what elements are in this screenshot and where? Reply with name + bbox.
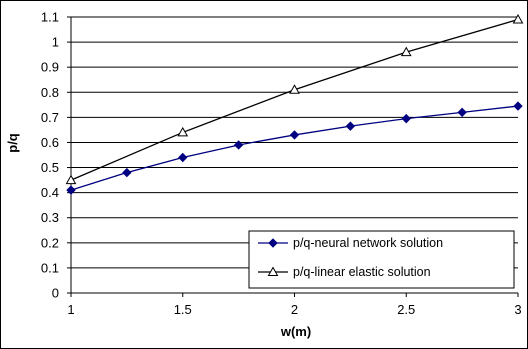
- y-tick-label: 0.3: [41, 210, 59, 225]
- data-point-diamond: [66, 185, 76, 195]
- data-point-triangle: [512, 13, 524, 24]
- y-tick-label: 0.8: [41, 85, 59, 100]
- legend-box: [248, 230, 515, 289]
- y-tick-labels: 0 0.1 0.2 0.3 0.4 0.5 0.6 0.7 0.8 0.9 1 1.1: [41, 10, 59, 301]
- legend-marker-series-2: [267, 266, 279, 276]
- legend-label-series-2: p/q-linear elastic solution: [293, 265, 431, 279]
- y-tick-label: 0: [52, 286, 59, 301]
- data-point-diamond: [513, 101, 523, 111]
- legend-label-series-1: p/q-neural network solution: [293, 236, 443, 250]
- x-tick-label: 3: [514, 302, 521, 317]
- legend: p/q-neural network solution p/q-linear e…: [248, 230, 515, 289]
- y-tick-label: 0.9: [41, 60, 59, 75]
- y-tick-label: 0.5: [41, 160, 59, 175]
- legend-marker-series-1: [268, 238, 278, 248]
- data-point-triangle: [177, 126, 189, 137]
- data-point-diamond: [289, 130, 300, 140]
- x-tick-label: 1.5: [174, 302, 192, 317]
- data-point-triangle: [289, 84, 300, 94]
- data-point-triangle: [65, 174, 77, 185]
- data-point-diamond: [401, 113, 411, 124]
- gridlines: [71, 16, 518, 269]
- y-tick-label: 0.7: [41, 110, 59, 125]
- series-layer: [65, 13, 524, 195]
- data-point-diamond: [122, 167, 132, 178]
- series-1: [66, 101, 523, 195]
- y-tick-label: 0.6: [41, 135, 59, 150]
- x-tick-label: 2: [291, 302, 298, 317]
- data-point-diamond: [178, 152, 188, 163]
- axes: [67, 16, 519, 297]
- x-tick-labels: 1 1.5 2 2.5 3: [67, 302, 521, 317]
- y-tick-label: 1.1: [41, 10, 59, 25]
- y-tick-label: 0.2: [41, 235, 59, 250]
- data-point-diamond: [345, 121, 356, 131]
- data-point-triangle: [400, 46, 412, 57]
- y-tick-label: 0.4: [41, 185, 59, 200]
- x-axis-title: w(m): [280, 324, 311, 339]
- x-tick-label: 2.5: [397, 302, 415, 317]
- y-tick-label: 0.1: [41, 260, 59, 275]
- y-axis-title: p/q: [5, 133, 20, 153]
- y-tick-label: 1: [52, 35, 59, 50]
- series-2: [65, 13, 524, 185]
- data-point-diamond: [457, 107, 467, 118]
- data-point-diamond: [233, 140, 244, 150]
- x-tick-label: 1: [67, 302, 74, 317]
